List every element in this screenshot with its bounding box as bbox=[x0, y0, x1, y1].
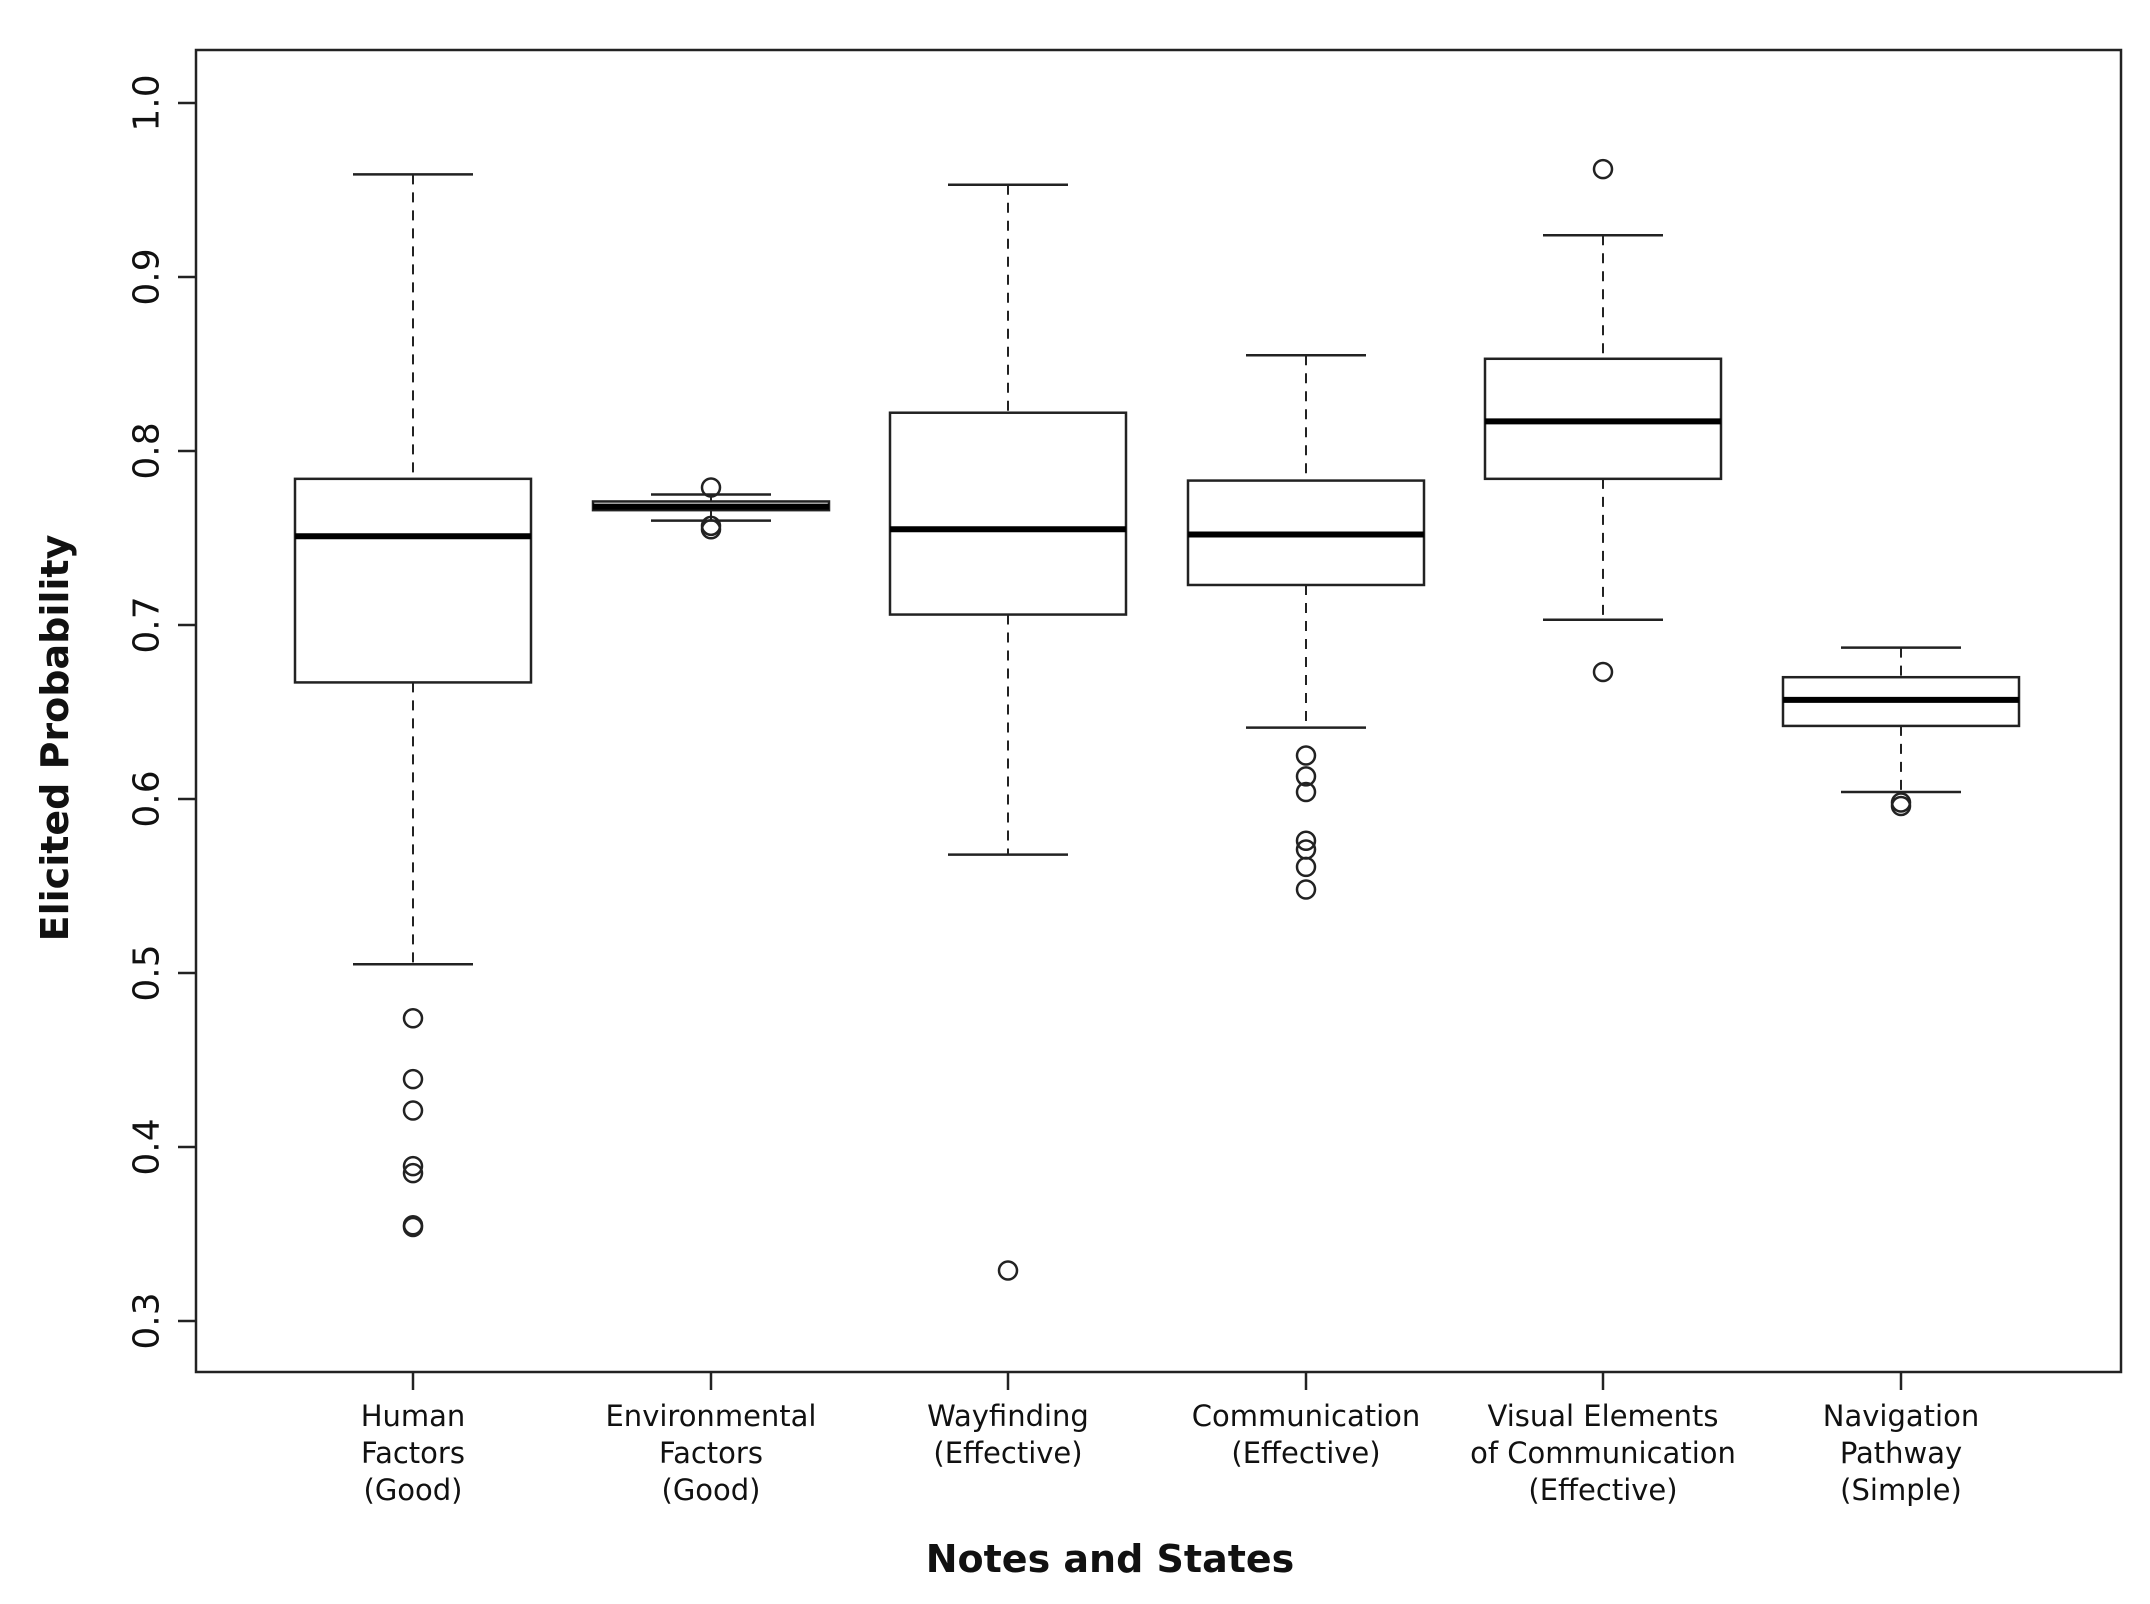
x-tick-label: Communication bbox=[1192, 1399, 1421, 1433]
outlier-point bbox=[1295, 745, 1317, 766]
box-group bbox=[591, 477, 831, 540]
outlier-point bbox=[402, 1100, 424, 1121]
x-tick-label: Environmental bbox=[605, 1399, 816, 1433]
x-tick-label: (Good) bbox=[364, 1473, 463, 1507]
outlier-point bbox=[1295, 781, 1317, 803]
outlier-point bbox=[1890, 795, 1912, 817]
x-tick-label: of Communication bbox=[1470, 1436, 1736, 1470]
outlier-point bbox=[1295, 879, 1317, 900]
box-group bbox=[293, 173, 533, 1238]
y-tick-label: 0.3 bbox=[127, 1292, 168, 1349]
outlier-point bbox=[402, 1068, 424, 1090]
x-tick-label: (Effective) bbox=[1528, 1473, 1677, 1507]
outlier-point bbox=[402, 1155, 424, 1177]
outlier-point bbox=[700, 477, 722, 498]
x-tick-label: (Effective) bbox=[1231, 1436, 1380, 1470]
x-tick-label: Visual Elements bbox=[1488, 1399, 1719, 1433]
x-axis-title: Notes and States bbox=[926, 1537, 1295, 1581]
outlier-point bbox=[402, 1216, 424, 1238]
x-tick-label: (Effective) bbox=[933, 1436, 1082, 1470]
x-tick-label: Human bbox=[361, 1399, 466, 1433]
outlier-point bbox=[997, 1260, 1019, 1281]
boxes bbox=[293, 158, 2021, 1281]
box-group bbox=[1186, 354, 1426, 900]
box-group bbox=[888, 183, 1128, 1281]
x-tick-label: Factors bbox=[361, 1436, 465, 1470]
x-axis: HumanFactors(Good)EnvironmentalFactors(G… bbox=[361, 1372, 1979, 1507]
y-axis: 0.3 0.4 0.5 0.6 0.7 0.8 0.9 1.0 bbox=[127, 74, 196, 1350]
outlier-point bbox=[402, 1162, 424, 1184]
box-group bbox=[1483, 158, 1723, 683]
outlier-point bbox=[1295, 830, 1317, 852]
outlier-point bbox=[1592, 158, 1614, 180]
x-tick-label: Pathway bbox=[1840, 1436, 1962, 1470]
y-tick-label: 0.9 bbox=[127, 248, 168, 305]
y-tick-label: 0.7 bbox=[127, 596, 168, 653]
x-tick-label: (Good) bbox=[662, 1473, 761, 1507]
plot-frame bbox=[194, 48, 2123, 1374]
outlier-point bbox=[1295, 856, 1317, 878]
outlier-point bbox=[1295, 766, 1317, 787]
y-tick-label: 0.5 bbox=[127, 944, 168, 1001]
iqr-box bbox=[293, 477, 533, 684]
outlier-point bbox=[700, 519, 722, 540]
y-tick-label: 0.8 bbox=[127, 422, 168, 479]
y-tick-label: 1.0 bbox=[127, 74, 168, 131]
x-tick-label: Wayfinding bbox=[927, 1399, 1089, 1433]
iqr-box bbox=[888, 411, 1128, 616]
outlier-point bbox=[1592, 661, 1614, 683]
y-axis-title: Elicited Probability bbox=[33, 534, 77, 941]
x-tick-label: (Simple) bbox=[1840, 1473, 1962, 1507]
outlier-point bbox=[402, 1007, 424, 1029]
y-tick-label: 0.4 bbox=[127, 1118, 168, 1175]
y-tick-label: 0.6 bbox=[127, 770, 168, 827]
x-tick-label: Factors bbox=[659, 1436, 763, 1470]
box-group bbox=[1781, 646, 2021, 817]
x-tick-label: Navigation bbox=[1823, 1399, 1979, 1433]
